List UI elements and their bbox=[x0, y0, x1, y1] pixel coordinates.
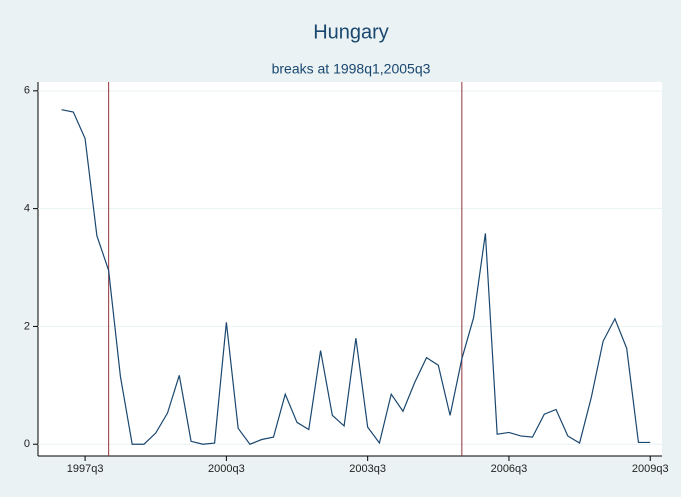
chart-subtitle: breaks at 1998q1,2005q3 bbox=[272, 61, 431, 77]
y-tick-label: 0 bbox=[24, 438, 30, 450]
plot-area bbox=[38, 82, 662, 456]
x-tick-label: 2003q3 bbox=[349, 463, 386, 475]
x-tick-label: 2006q3 bbox=[491, 463, 528, 475]
y-tick-label: 2 bbox=[24, 320, 30, 332]
x-tick-label: 1997q3 bbox=[67, 463, 104, 475]
x-tick-label: 2009q3 bbox=[632, 463, 669, 475]
line bbox=[61, 109, 651, 445]
chart-title: Hungary bbox=[313, 21, 389, 43]
y-tick-label: 6 bbox=[24, 85, 30, 97]
x-tick-label: 2000q3 bbox=[208, 463, 245, 475]
y-tick-label: 4 bbox=[24, 203, 30, 215]
